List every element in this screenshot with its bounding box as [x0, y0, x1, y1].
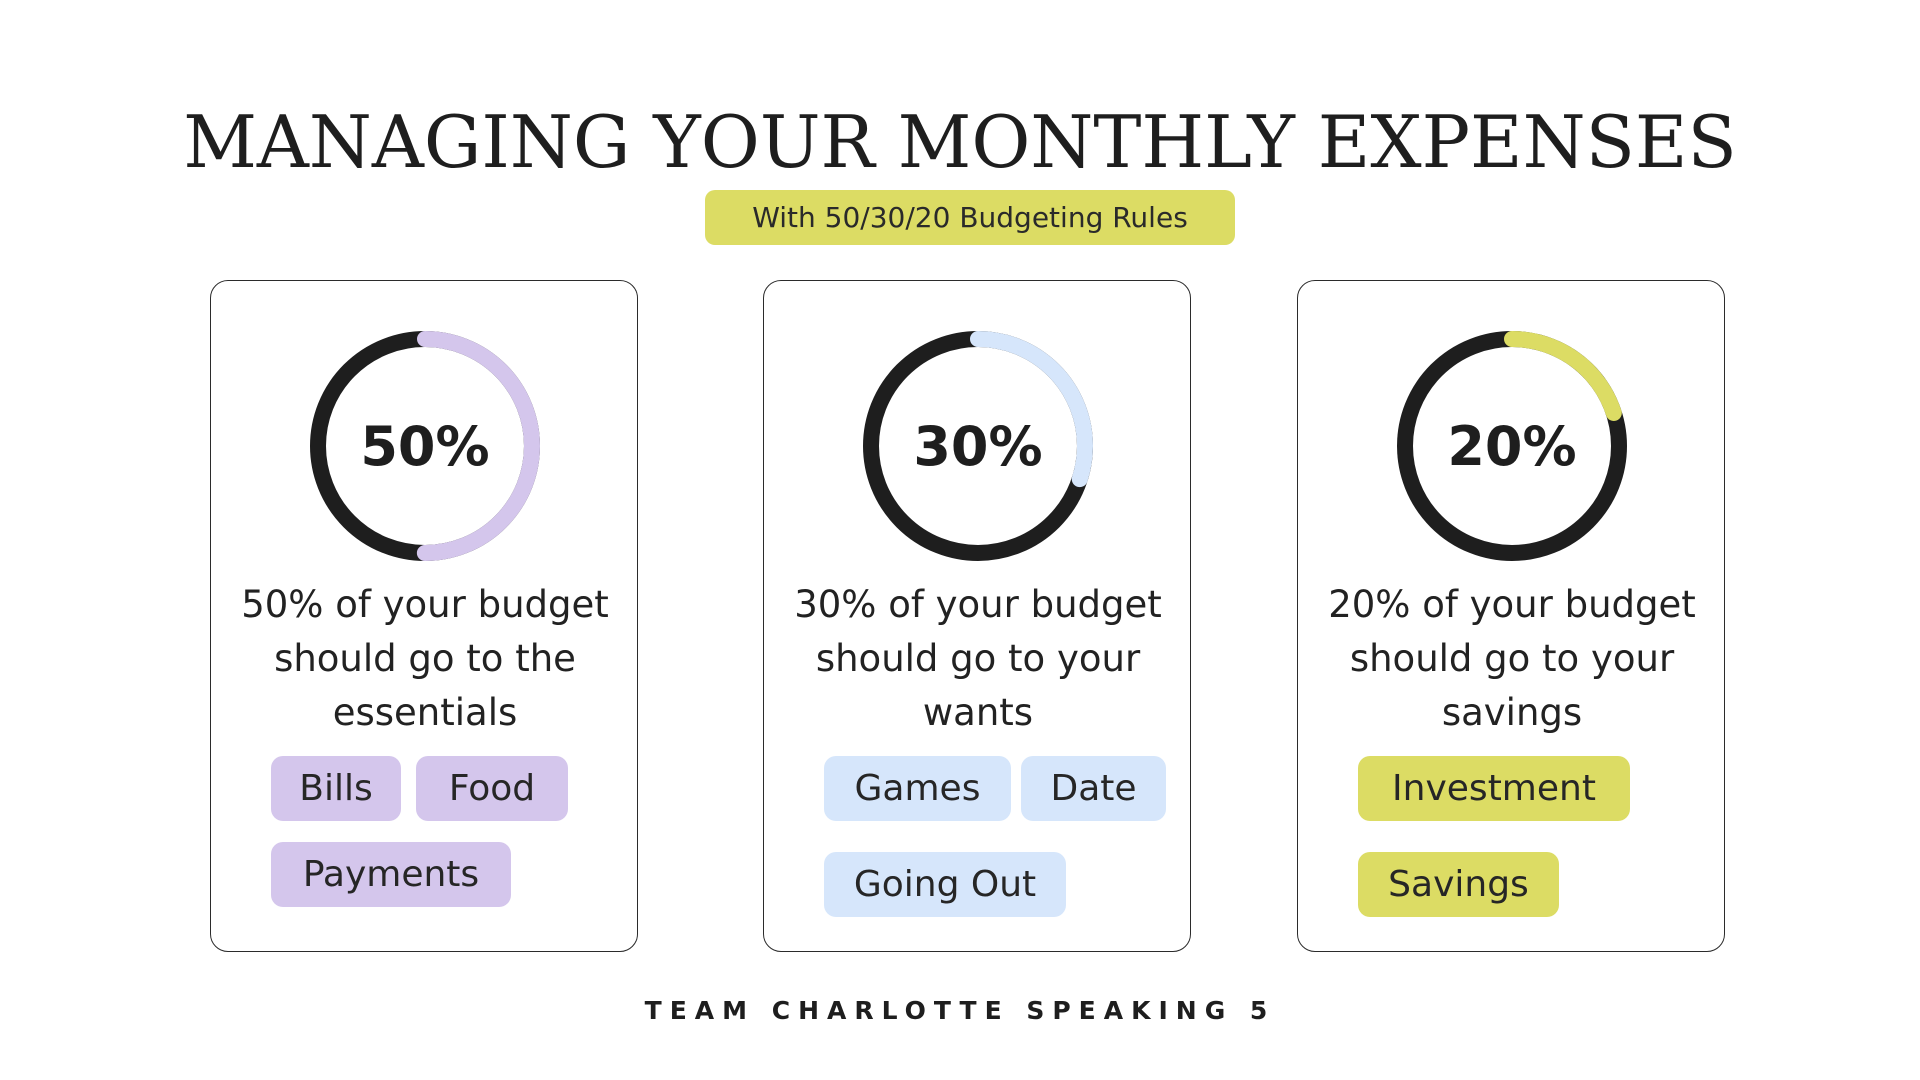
page-title: MANAGING YOUR MONTHLY EXPENSES	[183, 100, 1737, 184]
footer-credit: TEAM CHARLOTTE SPEAKING 5	[644, 996, 1276, 1025]
tag-games: Games	[824, 756, 1011, 821]
percent-label: 30%	[913, 414, 1043, 478]
budget-description: 20% of your budget should go to your sav…	[1328, 583, 1696, 734]
tag-payments: Payments	[271, 842, 511, 907]
percent-label: 50%	[360, 414, 490, 478]
tag-going-out: Going Out	[824, 852, 1066, 917]
tag-bills: Bills	[271, 756, 401, 821]
tag-savings: Savings	[1358, 852, 1559, 917]
donut-chart-needs: 50%	[305, 326, 545, 566]
donut-svg-needs	[310, 331, 540, 561]
donut-svg-wants	[863, 331, 1093, 561]
budget-card-wants: 30% 30% of your budget should go to your…	[763, 280, 1191, 952]
tag-investment: Investment	[1358, 756, 1630, 821]
budget-card-needs: 50% 50% of your budget should go to the …	[210, 280, 638, 952]
donut-value-arc	[1397, 331, 1627, 561]
tag-date: Date	[1021, 756, 1166, 821]
budget-description: 50% of your budget should go to the esse…	[241, 583, 609, 734]
subtitle-badge: With 50/30/20 Budgeting Rules	[705, 190, 1235, 245]
donut-chart-wants: 30%	[858, 326, 1098, 566]
tag-food: Food	[416, 756, 568, 821]
donut-value-arc	[863, 331, 1093, 561]
donut-svg-savings	[1397, 331, 1627, 561]
donut-value-arc	[310, 331, 540, 561]
budget-card-savings: 20% 20% of your budget should go to your…	[1297, 280, 1725, 952]
budget-description: 30% of your budget should go to your wan…	[794, 583, 1162, 734]
percent-label: 20%	[1447, 414, 1577, 478]
donut-chart-savings: 20%	[1392, 326, 1632, 566]
